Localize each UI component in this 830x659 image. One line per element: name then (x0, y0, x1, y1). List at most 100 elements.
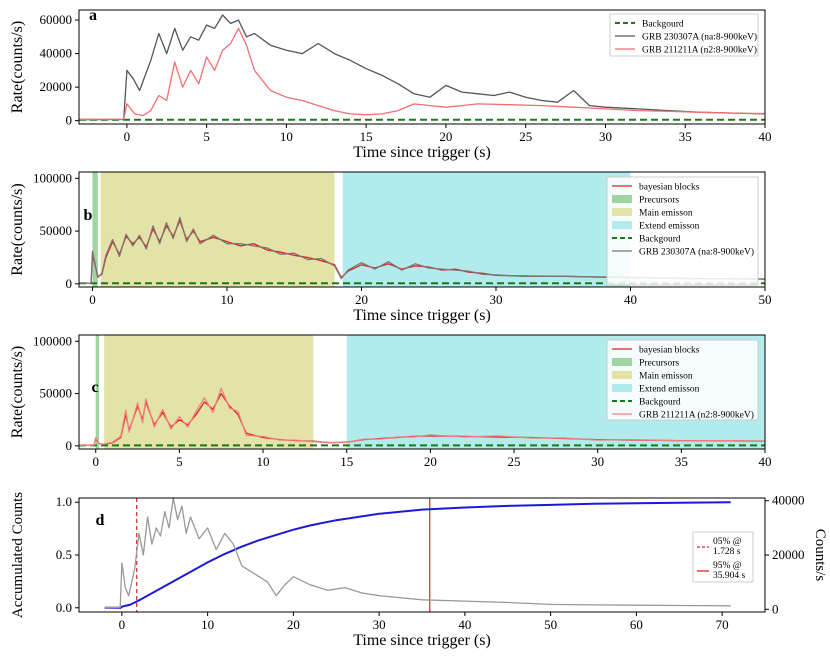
series-line-2 (78, 216, 766, 284)
y-tick-label: 0.0 (56, 600, 72, 615)
region-main-emisson (100, 172, 335, 287)
legend-label: Precursors (639, 196, 679, 206)
legend-swatch (612, 371, 632, 379)
legend-label: Backgourd (642, 20, 684, 30)
region-extend-emisson (342, 172, 631, 287)
x-tick-label: 15 (360, 129, 373, 144)
x-tick-label: 40 (624, 292, 637, 307)
plot-frame (78, 171, 766, 288)
legend: Backgourd GRB 230307A (na:8-900keV) GRB 21… (609, 13, 759, 57)
y-tick-label: 20000 (40, 79, 73, 94)
x-tick-label: 25 (508, 454, 521, 469)
legend-label: GRB 211211A (n2:8-900keV) (639, 410, 754, 421)
legend-label: Backgourd (639, 235, 681, 245)
panel-d: 0 10 20 30 40 50 60 70 0.0 0.5 1.0 0 20000 40000 Count… (10, 492, 828, 649)
x-tick-label: 5 (176, 454, 183, 469)
legend-label: Main emisson (639, 372, 693, 382)
region-precursors (95, 335, 100, 449)
x-tick-label: 20 (355, 292, 368, 307)
panel-b: 0 10 20 30 40 50 0 50000 100000 Time since trigge… (9, 170, 772, 324)
y-axis-label: Rate(counts/s) (9, 346, 26, 438)
legend-label: Backgourd (639, 398, 681, 408)
x-tick-label: 0 (92, 454, 99, 469)
y-tick-label: 50000 (40, 386, 73, 401)
legend-label: bayesian blocks (639, 346, 700, 356)
legend-swatch (612, 195, 632, 203)
legend-label: 95% @ (713, 561, 742, 571)
x-tick-label: 20 (439, 129, 452, 144)
legend-swatch (612, 208, 632, 216)
y-axis-label: Accumulated Counts (10, 492, 26, 618)
legend-label: GRB 230307A (na:8-900keV) (642, 32, 757, 43)
legend: 05% @1.728 s 95% @35.904 s (692, 531, 754, 583)
y-axis-label: Rate(counts/s) (9, 21, 26, 113)
legend-box (606, 339, 759, 421)
plot-frame (78, 334, 766, 450)
x-axis-label: Time since trigger (s) (353, 632, 491, 649)
y-right-axis-label: Counts/s (812, 529, 828, 582)
y-tick-label: 50000 (40, 223, 73, 238)
x-tick-label: 50 (544, 617, 557, 632)
x-tick-label: 10 (201, 617, 214, 632)
y-tick-label: 1.0 (56, 494, 72, 509)
legend: bayesian blocks Precursors Main emisson Ext… (606, 339, 759, 421)
region-main-emisson (104, 335, 314, 449)
series-line-1 (78, 14, 766, 121)
x-tick-label: 30 (489, 292, 502, 307)
panel-letter: d (96, 512, 105, 529)
x-tick-label: 30 (599, 129, 612, 144)
legend-label: Extend emisson (639, 222, 700, 232)
legend-box (606, 176, 759, 286)
x-tick-label: 25 (519, 129, 532, 144)
x-tick-label: 40 (458, 617, 471, 632)
x-tick-label: 40 (759, 454, 772, 469)
series-line-0 (104, 501, 731, 609)
panel-letter: b (84, 207, 93, 224)
y-tick-label: 100000 (33, 170, 72, 185)
legend-label: GRB 211211A (n2:8-900keV) (642, 45, 757, 56)
legend-label: Extend emisson (639, 385, 700, 395)
series-line-2 (78, 387, 766, 446)
legend-label: 1.728 s (713, 547, 741, 557)
x-tick-label: 60 (630, 617, 643, 632)
panel-a: 0 5 10 15 20 25 30 35 40 0 20000 40000 60000 Time sin… (9, 7, 772, 161)
legend: bayesian blocks Precursors Main emisson Ext… (606, 176, 759, 286)
x-tick-label: 0 (124, 129, 131, 144)
x-tick-label: 40 (759, 129, 772, 144)
x-tick-label: 35 (675, 454, 688, 469)
y-right-tick-label: 40000 (772, 493, 805, 508)
legend-swatch (612, 221, 632, 229)
y-tick-label: 40000 (40, 46, 73, 61)
legend-label: Main emisson (639, 209, 693, 219)
x-axis-label: Time since trigger (s) (353, 144, 491, 161)
legend-label: bayesian blocks (639, 183, 700, 193)
legend-box (692, 531, 754, 583)
region-precursors (92, 172, 98, 287)
x-tick-label: 10 (220, 292, 233, 307)
panel-c: 0 5 10 15 20 25 30 35 40 0 50000 100000 Rate(counts/… (9, 333, 772, 469)
legend-swatch (612, 358, 632, 366)
y-right-tick-label: 20000 (772, 547, 805, 562)
y-axis-label: Rate(counts/s) (9, 183, 26, 275)
plot-frame (78, 9, 766, 125)
x-tick-label: 30 (591, 454, 604, 469)
series-line-2 (78, 27, 766, 120)
y-tick-label: 60000 (40, 12, 73, 27)
x-tick-label: 35 (679, 129, 692, 144)
x-tick-label: 5 (203, 129, 210, 144)
x-axis-label: Time since trigger (s) (353, 307, 491, 324)
x-tick-label: 70 (716, 617, 729, 632)
plot-frame (78, 497, 766, 613)
panel-letter: c (91, 379, 98, 396)
x-tick-label: 10 (257, 454, 270, 469)
x-tick-label: 15 (340, 454, 353, 469)
x-tick-label: 10 (280, 129, 293, 144)
y-tick-label: 0 (66, 438, 73, 453)
y-tick-label: 0 (66, 113, 73, 128)
legend-label: 35.904 s (713, 571, 746, 581)
y-tick-label: 0 (66, 276, 73, 291)
legend-label: GRB 230307A (na:8-900keV) (639, 247, 754, 258)
x-tick-label: 0 (89, 292, 96, 307)
legend-swatch (612, 384, 632, 392)
